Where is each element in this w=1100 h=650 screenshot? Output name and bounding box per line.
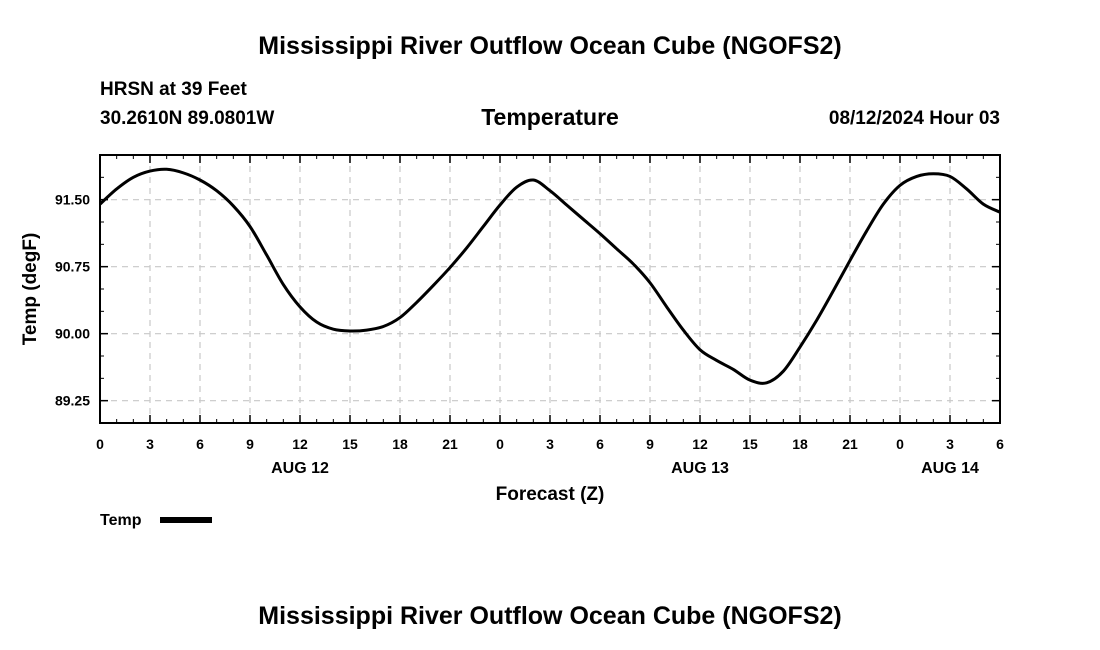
x-tick-label: 15 <box>742 436 758 452</box>
x-tick-label: 9 <box>246 436 254 452</box>
x-tick-label: 6 <box>996 436 1004 452</box>
x-tick-label: 12 <box>292 436 308 452</box>
x-axis-label: Forecast (Z) <box>496 484 605 505</box>
x-tick-label: 21 <box>442 436 458 452</box>
y-tick-label: 90.00 <box>55 326 90 342</box>
date-label: AUG 13 <box>671 460 729 477</box>
x-tick-label: 3 <box>546 436 554 452</box>
x-tick-label: 3 <box>146 436 154 452</box>
grid-lines <box>100 155 1000 423</box>
y-tick-label: 90.75 <box>55 259 90 275</box>
chart-main-title: Mississippi River Outflow Ocean Cube (NG… <box>258 32 841 60</box>
tick-labels: 0 3 6 9 12 15 18 21 0 3 6 9 12 15 18 21 0 3 6 89.25 90.00 90.… <box>55 192 1004 477</box>
station-coordinates: 30.2610N 89.0801W <box>100 108 274 129</box>
x-tick-label: 3 <box>946 436 954 452</box>
y-axis-label: Temp (degF) <box>20 233 41 346</box>
series-layer <box>98 167 1001 385</box>
date-label: AUG 12 <box>271 460 329 477</box>
y-tick-label: 89.25 <box>55 393 90 409</box>
legend: Temp <box>100 512 212 529</box>
x-tick-label: 21 <box>842 436 858 452</box>
station-label: HRSN at 39 Feet <box>100 79 247 100</box>
forecast-timestamp: 08/12/2024 Hour 03 <box>829 108 1000 129</box>
x-tick-label: 18 <box>392 436 408 452</box>
x-tick-label: 6 <box>196 436 204 452</box>
legend-label: Temp <box>100 512 142 529</box>
x-tick-label: 12 <box>692 436 708 452</box>
x-tick-label: 6 <box>596 436 604 452</box>
x-tick-label: 9 <box>646 436 654 452</box>
x-tick-label: 0 <box>96 436 104 452</box>
x-tick-label: 0 <box>496 436 504 452</box>
footer-title: Mississippi River Outflow Ocean Cube (NG… <box>258 602 841 630</box>
axis-ticks <box>99 155 1001 423</box>
date-label: AUG 14 <box>921 460 979 477</box>
variable-title: Temperature <box>481 104 619 130</box>
x-tick-label: 18 <box>792 436 808 452</box>
x-tick-label: 0 <box>896 436 904 452</box>
series-line-temp <box>98 167 1001 385</box>
x-tick-label: 15 <box>342 436 358 452</box>
y-tick-label: 91.50 <box>55 192 90 208</box>
